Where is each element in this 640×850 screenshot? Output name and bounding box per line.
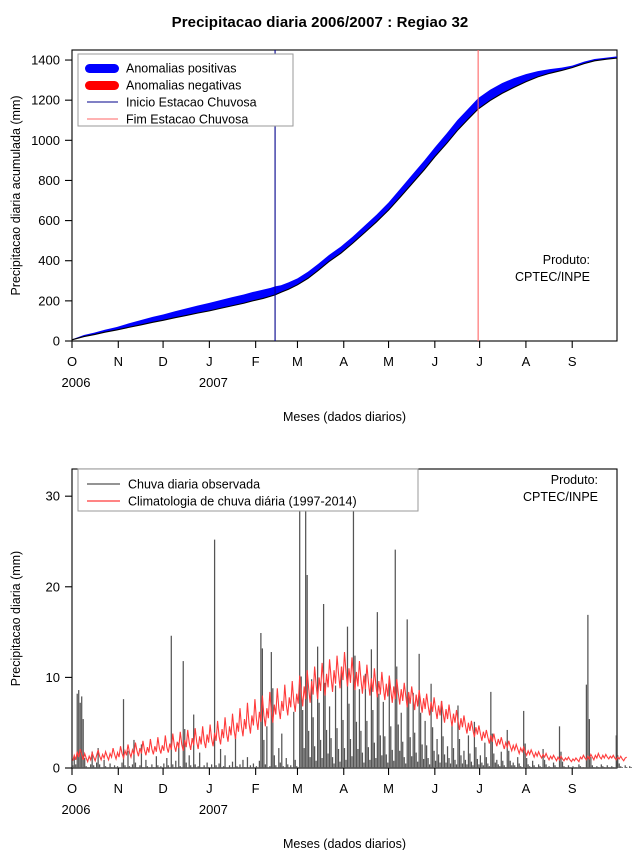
x-tick-label: A	[339, 781, 348, 796]
x-tick-label: M	[292, 354, 303, 369]
x-axis-title: Meses (dados diarios)	[283, 837, 406, 850]
y-axis-title: Precipitacao diaria acumulada (mm)	[9, 95, 23, 295]
x-tick-label: M	[383, 354, 394, 369]
x-tick-label: A	[522, 354, 531, 369]
plot-frame	[71, 49, 618, 342]
legend-label: Anomalias negativas	[126, 79, 241, 93]
x-tick-label: D	[158, 781, 167, 796]
x-tick-label: D	[158, 354, 167, 369]
x-tick-label: O	[67, 354, 77, 369]
climatology-daily-line	[72, 651, 627, 764]
y-tick-label: 1200	[31, 93, 60, 108]
daily-precipitation-panel: 0 10 20 30 Precipitacao diaria (mm) O N D J F M A M J…	[0, 455, 640, 850]
y-tick-label: 10	[46, 670, 60, 685]
legend-swatch	[85, 64, 119, 73]
x-year-label: 2007	[199, 802, 228, 817]
x-tick-label: N	[114, 781, 123, 796]
y-tick-label: 0	[53, 334, 60, 349]
x-tick-label: M	[292, 781, 303, 796]
legend-label: Inicio Estacao Chuvosa	[126, 96, 257, 110]
x-tick-label: F	[252, 354, 260, 369]
x-tick-label: J	[476, 781, 483, 796]
x-tick-label: F	[252, 781, 260, 796]
accumulated-precipitation-panel: 0 200 400 600 800 1000 1200 1400 Precipitacao di…	[0, 36, 640, 426]
x-tick-label: A	[522, 781, 531, 796]
x-tick-label: J	[206, 781, 213, 796]
y-tick-label: 800	[38, 173, 60, 188]
observed-bars-group	[72, 485, 632, 768]
producer-label-line1: Produto:	[551, 473, 598, 487]
y-tick-label: 200	[38, 293, 60, 308]
legend-label: Chuva diaria observada	[128, 478, 260, 492]
y-tick-label: 1000	[31, 133, 60, 148]
plot-frame	[71, 468, 618, 769]
x-year-label: 2007	[199, 375, 228, 390]
x-year-label: 2006	[62, 802, 91, 817]
x-tick-label: J	[432, 354, 439, 369]
legend-box	[77, 468, 419, 512]
y-tick-label: 400	[38, 253, 60, 268]
x-tick-label: J	[476, 354, 483, 369]
x-tick-label: J	[432, 781, 439, 796]
accumulated-precipitation-chart: 0 200 400 600 800 1000 1200 1400 Precipitacao di…	[9, 49, 618, 424]
y-tick-label: 600	[38, 213, 60, 228]
y-tick-label: 30	[46, 489, 60, 504]
x-tick-label: S	[568, 781, 577, 796]
legend-swatch	[85, 81, 119, 90]
legend-label: Fim Estacao Chuvosa	[126, 113, 248, 127]
y-tick-label: 1400	[31, 53, 60, 68]
producer-label-line2: CPTEC/INPE	[523, 490, 598, 504]
y-tick-label: 20	[46, 579, 60, 594]
x-axis-title: Meses (dados diarios)	[283, 410, 406, 424]
legend-label: Anomalias positivas	[126, 62, 236, 76]
daily-precipitation-chart: 0 10 20 30 Precipitacao diaria (mm) O N D J F M A M J…	[9, 468, 632, 850]
x-tick-label: A	[339, 354, 348, 369]
climatology-accumulated-line	[71, 57, 618, 341]
legend-label: Climatologia de chuva diária (1997-2014)	[128, 495, 357, 509]
x-year-label: 2006	[62, 375, 91, 390]
x-tick-label: N	[114, 354, 123, 369]
producer-label-line1: Produto:	[543, 253, 590, 267]
x-tick-label: S	[568, 354, 577, 369]
y-tick-label: 0	[53, 761, 60, 776]
producer-label-line2: CPTEC/INPE	[515, 270, 590, 284]
x-tick-label: O	[67, 781, 77, 796]
page-title: Precipitacao diaria 2006/2007 : Regiao 3…	[171, 14, 469, 31]
x-tick-label: M	[383, 781, 394, 796]
x-tick-label: J	[206, 354, 213, 369]
y-axis-title: Precipitacao diaria (mm)	[9, 551, 23, 686]
